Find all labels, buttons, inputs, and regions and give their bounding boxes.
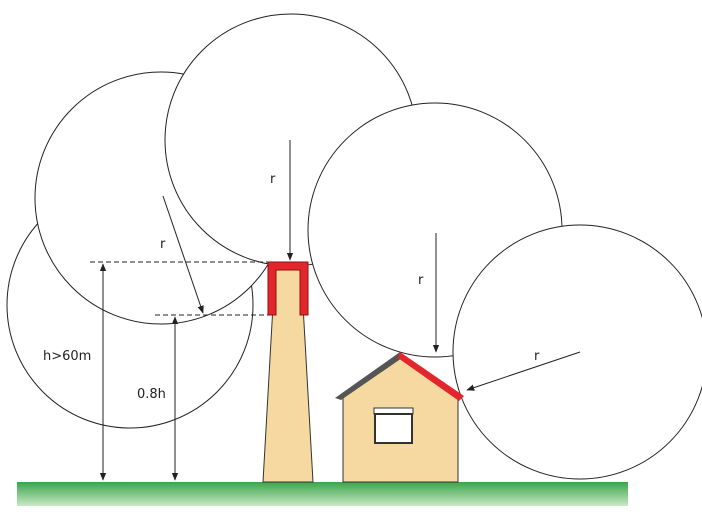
radius-label: r xyxy=(160,237,166,252)
radius-label: r xyxy=(534,349,540,364)
roof-left xyxy=(335,352,402,400)
side-height-label: 0.8h xyxy=(137,387,166,402)
radius-arrow xyxy=(162,195,204,314)
sphere xyxy=(452,224,702,480)
radius-arrow xyxy=(466,351,581,391)
radius-label: r xyxy=(270,172,276,187)
window xyxy=(374,413,413,444)
roof-right xyxy=(398,352,464,401)
height-label: h>60m xyxy=(43,349,91,364)
radius-label: r xyxy=(418,273,424,288)
ground xyxy=(17,482,628,506)
chimney-cap xyxy=(267,261,309,316)
